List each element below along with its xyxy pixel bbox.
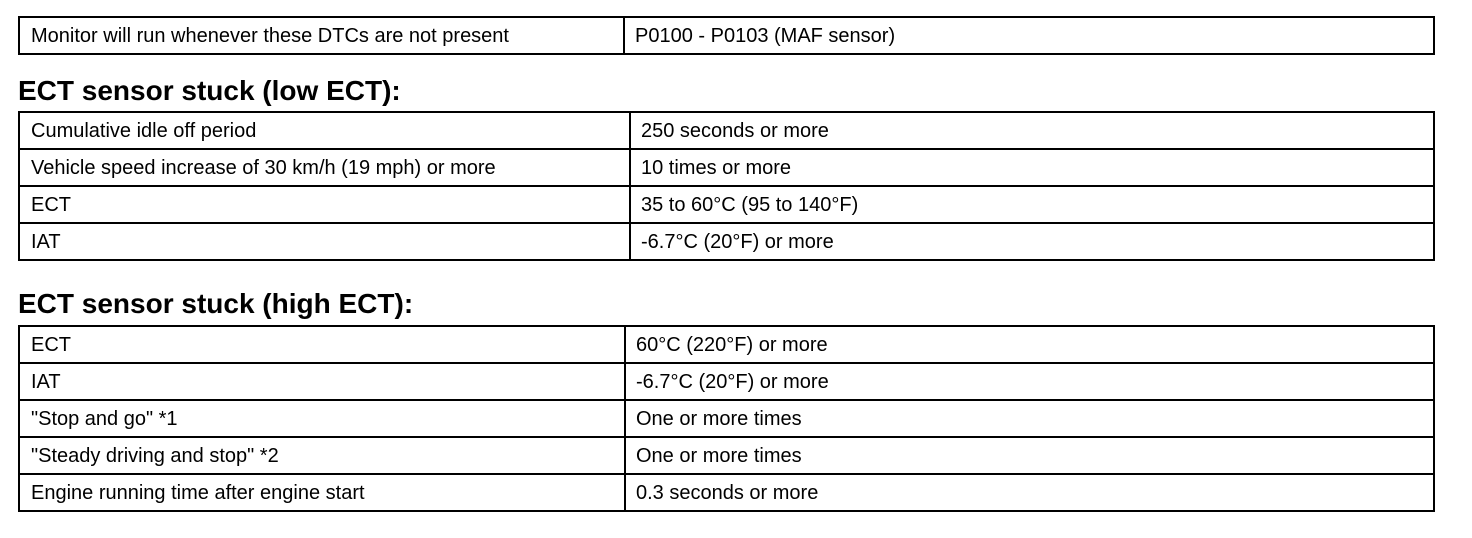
table-row: "Steady driving and stop" *2 One or more… — [18, 436, 1435, 475]
value-cell: 10 times or more — [629, 148, 1435, 187]
value-cell: 35 to 60°C (95 to 140°F) — [629, 185, 1435, 224]
condition-cell: Monitor will run whenever these DTCs are… — [18, 16, 625, 55]
value-cell: One or more times — [624, 399, 1435, 438]
condition-cell: IAT — [18, 362, 626, 401]
table-row: IAT -6.7°C (20°F) or more — [18, 362, 1435, 401]
table-row: ECT 35 to 60°C (95 to 140°F) — [18, 185, 1435, 224]
table-row: Cumulative idle off period 250 seconds o… — [18, 111, 1435, 150]
condition-cell: Engine running time after engine start — [18, 473, 626, 512]
high-ect-heading: ECT sensor stuck (high ECT): — [18, 288, 414, 319]
condition-cell: "Steady driving and stop" *2 — [18, 436, 626, 475]
table-row: Monitor will run whenever these DTCs are… — [18, 16, 1435, 55]
table-row: IAT -6.7°C (20°F) or more — [18, 222, 1435, 261]
low-ect-heading: ECT sensor stuck (low ECT): — [18, 75, 401, 106]
value-cell: One or more times — [624, 436, 1435, 475]
condition-cell: ECT — [18, 325, 626, 364]
condition-cell: "Stop and go" *1 — [18, 399, 626, 438]
value-cell: 60°C (220°F) or more — [624, 325, 1435, 364]
high-ect-table: ECT 60°C (220°F) or more IAT -6.7°C (20°… — [18, 325, 1435, 512]
value-cell: 0.3 seconds or more — [624, 473, 1435, 512]
condition-cell: Vehicle speed increase of 30 km/h (19 mp… — [18, 148, 631, 187]
table-row: "Stop and go" *1 One or more times — [18, 399, 1435, 438]
value-cell: 250 seconds or more — [629, 111, 1435, 150]
table-row: Engine running time after engine start 0… — [18, 473, 1435, 512]
condition-cell: ECT — [18, 185, 631, 224]
table-row: Vehicle speed increase of 30 km/h (19 mp… — [18, 148, 1435, 187]
low-ect-table: Cumulative idle off period 250 seconds o… — [18, 111, 1435, 261]
condition-cell: IAT — [18, 222, 631, 261]
monitor-conditions-table: Monitor will run whenever these DTCs are… — [18, 16, 1435, 55]
condition-cell: Cumulative idle off period — [18, 111, 631, 150]
value-cell: P0100 - P0103 (MAF sensor) — [623, 16, 1435, 55]
value-cell: -6.7°C (20°F) or more — [624, 362, 1435, 401]
table-row: ECT 60°C (220°F) or more — [18, 325, 1435, 364]
value-cell: -6.7°C (20°F) or more — [629, 222, 1435, 261]
